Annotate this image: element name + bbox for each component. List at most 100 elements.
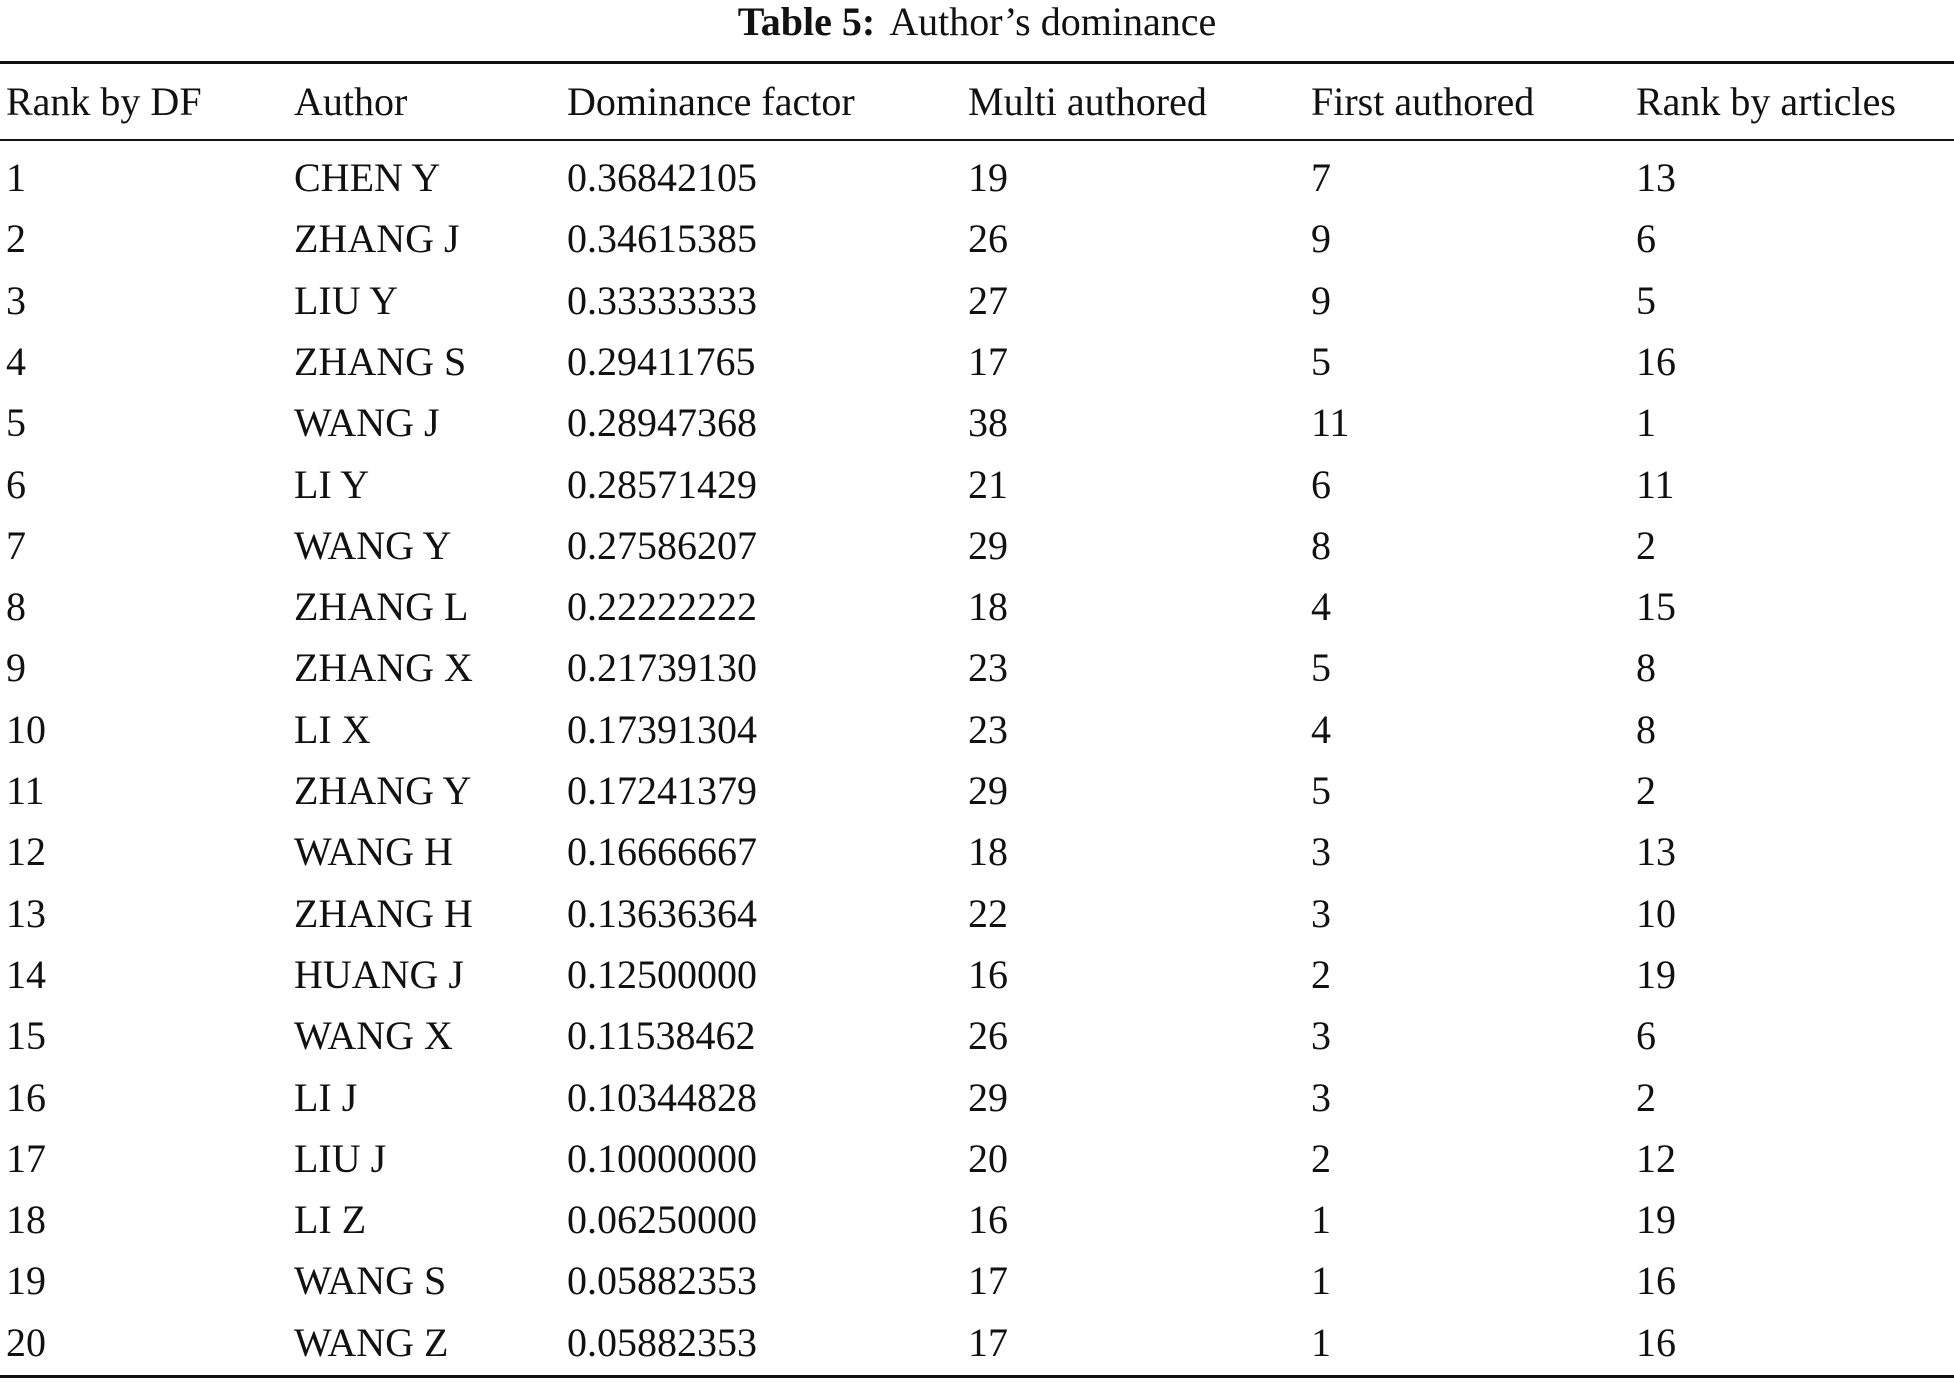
table-cell: 21	[968, 461, 1008, 507]
table-cell: 4	[1311, 706, 1331, 752]
column-header: Rank by articles	[1636, 79, 1896, 124]
table-cell: 3	[1311, 890, 1331, 936]
table-cell: 16	[1636, 1258, 1676, 1304]
table-cell: 12	[1636, 1135, 1676, 1181]
table-cell: 23	[968, 645, 1008, 691]
table-cell: 6	[1636, 216, 1656, 262]
table-cell: 1	[1311, 1197, 1331, 1243]
table-cell: 27	[968, 277, 1008, 323]
table-cell: 18	[968, 829, 1008, 875]
table-cell: 14	[6, 951, 46, 997]
table-cell: 5	[1636, 277, 1656, 323]
table-cell: 13	[6, 890, 46, 936]
table-cell: ZHANG J	[294, 216, 460, 262]
table-cell: 13	[1636, 155, 1676, 200]
table-cell: WANG J	[294, 400, 440, 446]
table-cell: WANG H	[294, 829, 453, 875]
table-cell: 10	[6, 706, 46, 752]
column-header: Dominance factor	[567, 79, 855, 124]
table-cell: 2	[1311, 951, 1331, 997]
table-cell: 19	[1636, 951, 1676, 997]
table-cell: 8	[1636, 645, 1656, 691]
table-cell: 2	[1636, 1074, 1656, 1120]
table-cell: 16	[968, 951, 1008, 997]
table-cell: 0.28947368	[567, 400, 757, 446]
table-cell: 16	[968, 1197, 1008, 1243]
table-cell: LI X	[294, 706, 371, 752]
table-cell: 6	[1636, 1013, 1656, 1059]
table-cell: ZHANG H	[294, 890, 473, 936]
table-cell: LIU J	[294, 1135, 387, 1181]
table-cell: 16	[1636, 338, 1676, 384]
table-cell: 0.22222222	[567, 584, 757, 630]
table-cell: 7	[1311, 155, 1331, 200]
bottom-rule	[0, 1375, 1954, 1378]
table-cell: 23	[968, 706, 1008, 752]
table-cell: CHEN Y	[294, 155, 441, 200]
table-cell: 29	[968, 1074, 1008, 1120]
table-cell: 3	[6, 277, 26, 323]
table-cell: 13	[1636, 829, 1676, 875]
table-cell: 16	[6, 1074, 46, 1120]
column-header: Multi authored	[968, 79, 1207, 124]
table-cell: 9	[6, 645, 26, 691]
table-cell: 0.28571429	[567, 461, 757, 507]
table-cell: 1	[6, 155, 26, 200]
table-caption: Table 5: Author’s dominance	[0, 2, 1954, 42]
table-cell: 6	[6, 461, 26, 507]
table-cell: LI Y	[294, 461, 370, 507]
table-cell: 9	[1311, 277, 1331, 323]
column-header: Rank by DF	[6, 79, 202, 124]
table-cell: 5	[6, 400, 26, 446]
table-cell: ZHANG S	[294, 338, 467, 384]
table-cell: 11	[6, 768, 45, 813]
table-cell: 26	[968, 1013, 1008, 1059]
table-cell: 0.05882353	[567, 1319, 757, 1365]
table-cell: 20	[6, 1319, 46, 1365]
caption-text: Author’s dominance	[889, 0, 1217, 44]
table-cell: 8	[1636, 706, 1656, 752]
table-cell: 29	[968, 768, 1008, 813]
table-cell: 0.12500000	[567, 951, 757, 997]
table-cell: 5	[1311, 338, 1331, 384]
table-cell: 0.16666667	[567, 829, 757, 875]
table-cell: 1	[1311, 1319, 1331, 1365]
table-cell: 3	[1311, 1013, 1331, 1059]
table-cell: 0.33333333	[567, 277, 757, 323]
table-cell: 17	[968, 1319, 1008, 1365]
table-cell: 0.34615385	[567, 216, 757, 262]
header-rule	[0, 139, 1954, 141]
table-cell: 11	[1636, 461, 1675, 507]
table-cell: 22	[968, 890, 1008, 936]
table-cell: LI Z	[294, 1197, 367, 1243]
table-cell: LI J	[294, 1074, 358, 1120]
table-cell: HUANG J	[294, 951, 464, 997]
table-cell: 38	[968, 400, 1008, 446]
caption-label: Table 5:	[737, 0, 876, 44]
table-cell: 0.17241379	[567, 768, 757, 813]
table-cell: 0.27586207	[567, 522, 757, 568]
table-cell: 17	[6, 1135, 46, 1181]
table-cell: 1	[1636, 400, 1656, 446]
table-cell: 2	[6, 216, 26, 262]
table-cell: 0.06250000	[567, 1197, 757, 1243]
table-cell: 0.21739130	[567, 645, 757, 691]
table-cell: WANG X	[294, 1013, 453, 1059]
top-rule	[0, 61, 1954, 64]
table-cell: 0.10000000	[567, 1135, 757, 1181]
table-cell: 2	[1636, 768, 1656, 813]
table-cell: 8	[1311, 522, 1331, 568]
column-header: Author	[294, 79, 408, 124]
column-header: First authored	[1311, 79, 1535, 124]
table-cell: 17	[968, 338, 1008, 384]
table-cell: 20	[968, 1135, 1008, 1181]
table-cell: 18	[6, 1197, 46, 1243]
table-cell: 0.29411765	[567, 338, 756, 384]
table-cell: ZHANG Y	[294, 768, 472, 813]
table-cell: 7	[6, 522, 26, 568]
table-cell: 4	[1311, 584, 1331, 630]
table-cell: 0.05882353	[567, 1258, 757, 1304]
table-cell: 2	[1311, 1135, 1331, 1181]
table-cell: 5	[1311, 645, 1331, 691]
